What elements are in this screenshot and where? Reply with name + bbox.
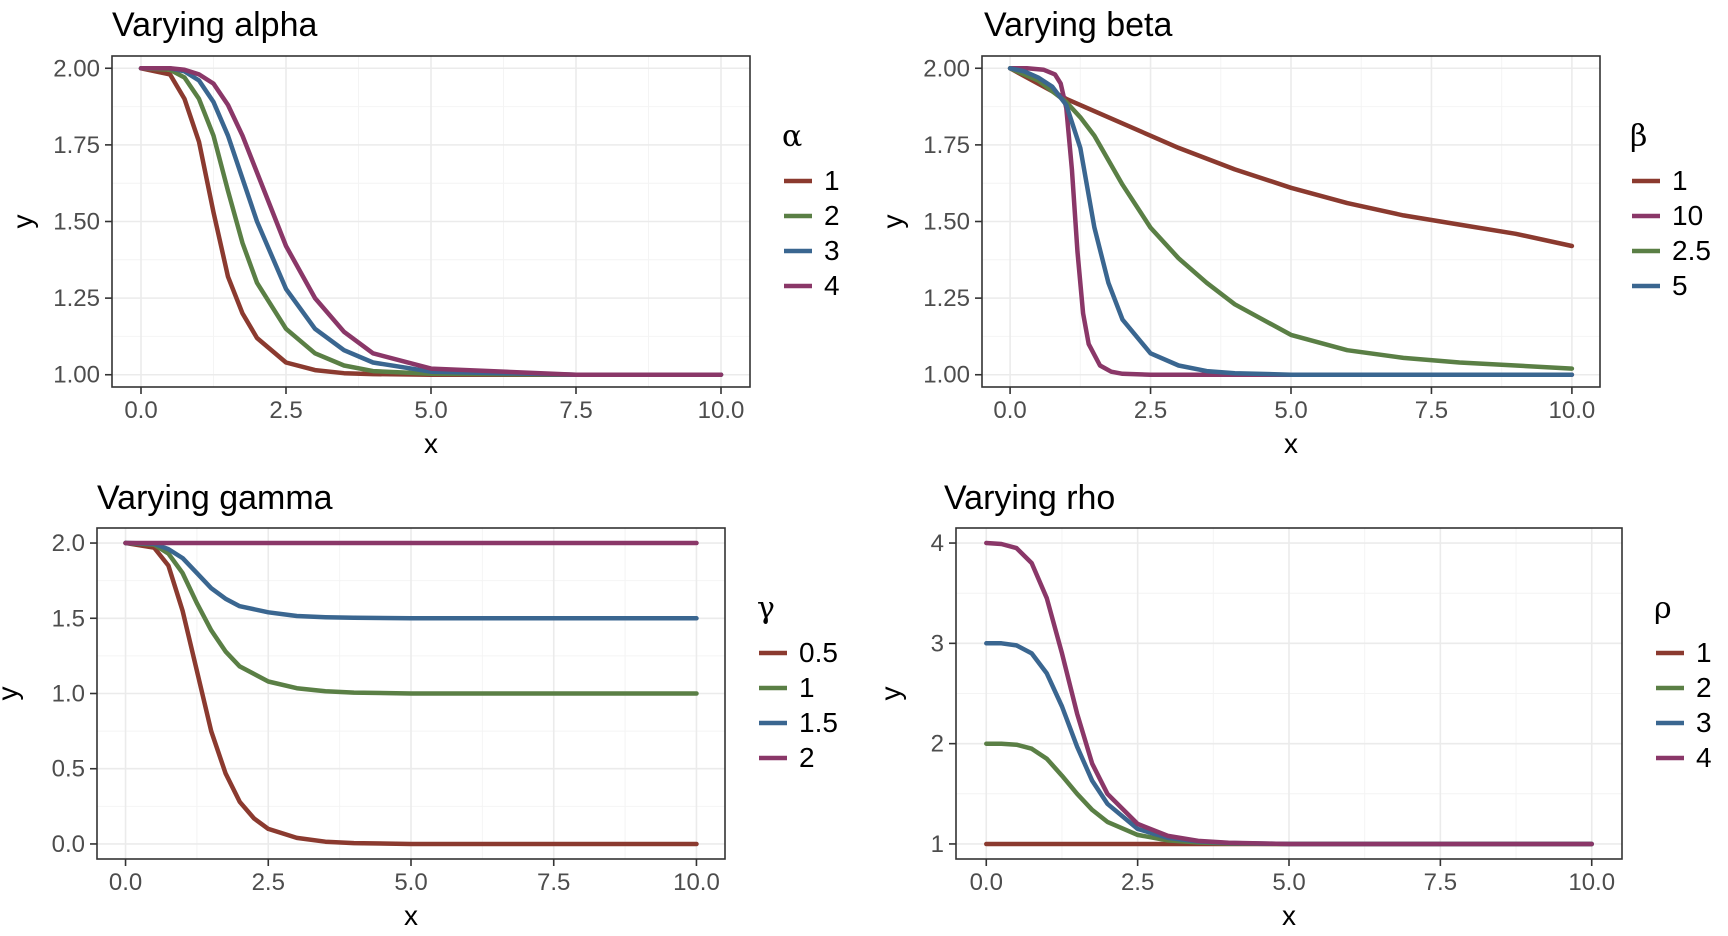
x-tick-label: 5.0 bbox=[1274, 397, 1307, 424]
x-tick-label: 10.0 bbox=[1549, 397, 1596, 424]
y-tick-label: 4 bbox=[931, 530, 944, 557]
x-tick-label: 5.0 bbox=[1272, 869, 1305, 896]
x-tick-label: 7.5 bbox=[1415, 397, 1448, 424]
legend-title: ρ bbox=[1654, 591, 1672, 626]
legend-label-3: 3 bbox=[1696, 707, 1712, 738]
x-tick-label: 5.0 bbox=[394, 869, 427, 896]
x-tick-label: 0.0 bbox=[124, 397, 157, 424]
x-tick-label: 7.5 bbox=[559, 397, 592, 424]
x-tick-label: 0.0 bbox=[109, 869, 142, 896]
series-line-2 bbox=[138, 66, 724, 377]
legend-label-1: 1 bbox=[1696, 637, 1712, 668]
chart-panel-0: 0.0 2.5 5.0 7.5 10.0 1.00 1.25 1.50 1.75 2.00 x y Va… bbox=[7, 6, 840, 459]
y-tick-label: 1.5 bbox=[52, 605, 85, 632]
legend: γ 0.5 1 1.5 2 bbox=[757, 591, 838, 773]
chart-title: Varying rho bbox=[944, 479, 1115, 517]
series-line-5 bbox=[1007, 66, 1575, 377]
x-axis-title: x bbox=[1282, 900, 1296, 931]
chart-title: Varying alpha bbox=[112, 6, 317, 44]
chart-panel-2: 0.0 2.5 5.0 7.5 10.0 0.0 0.5 1.0 1.5 2.0 x y Varying… bbox=[0, 479, 838, 931]
series-line-2.5 bbox=[1007, 66, 1575, 371]
legend-label-2: 2 bbox=[1696, 672, 1712, 703]
y-tick-label: 1.00 bbox=[53, 362, 100, 389]
x-tick-label: 10.0 bbox=[698, 397, 745, 424]
x-tick-label: 7.5 bbox=[1424, 869, 1457, 896]
x-axis-title: x bbox=[1284, 428, 1298, 459]
x-tick-label: 2.5 bbox=[269, 397, 302, 424]
y-tick-label: 1.00 bbox=[923, 362, 970, 389]
legend-label-1: 1 bbox=[799, 672, 815, 703]
x-tick-label: 2.5 bbox=[1134, 397, 1167, 424]
chart-title: Varying gamma bbox=[97, 479, 333, 517]
y-tick-label: 0.0 bbox=[52, 831, 85, 858]
y-tick-label: 0.5 bbox=[52, 756, 85, 783]
legend-label-4: 4 bbox=[1696, 742, 1712, 773]
legend: ρ1 2 3 4 bbox=[1654, 591, 1712, 773]
y-tick-label: 1.0 bbox=[52, 681, 85, 708]
y-tick-label: 1.75 bbox=[53, 132, 100, 159]
legend-label-0.5: 0.5 bbox=[799, 637, 838, 668]
y-tick-label: 2 bbox=[931, 731, 944, 758]
legend-label-5: 5 bbox=[1672, 270, 1688, 301]
y-axis-title: y bbox=[0, 687, 23, 701]
legend-title: β bbox=[1630, 119, 1647, 154]
x-axis-title: x bbox=[424, 428, 438, 459]
legend: β1 10 2.5 5 bbox=[1630, 119, 1711, 301]
legend-label-3: 3 bbox=[824, 235, 840, 266]
y-tick-label: 2.00 bbox=[923, 55, 970, 82]
legend: α1 2 3 4 bbox=[782, 119, 840, 301]
x-tick-label: 5.0 bbox=[414, 397, 447, 424]
series-line-10 bbox=[1007, 66, 1575, 377]
legend-title: α bbox=[782, 119, 802, 154]
series-line-1 bbox=[1007, 66, 1575, 249]
y-tick-label: 1.75 bbox=[923, 132, 970, 159]
x-axis-title: x bbox=[404, 900, 418, 931]
y-tick-label: 2.0 bbox=[52, 530, 85, 557]
y-tick-label: 1.25 bbox=[53, 285, 100, 312]
y-tick-label: 3 bbox=[931, 630, 944, 657]
y-tick-label: 1.50 bbox=[923, 209, 970, 236]
chart-panel-1: 0.0 2.5 5.0 7.5 10.0 1.00 1.25 1.50 1.75 2.00 x y Va… bbox=[877, 6, 1711, 459]
series-line-1 bbox=[123, 540, 699, 696]
legend-title: γ bbox=[757, 591, 775, 626]
series-line-0.5 bbox=[123, 540, 699, 847]
legend-label-2: 2 bbox=[799, 742, 815, 773]
y-tick-label: 2.00 bbox=[53, 55, 100, 82]
y-tick-label: 1 bbox=[931, 831, 944, 858]
series-line-1.5 bbox=[123, 540, 699, 621]
x-tick-label: 2.5 bbox=[1121, 869, 1154, 896]
x-tick-label: 2.5 bbox=[252, 869, 285, 896]
x-tick-label: 10.0 bbox=[1568, 869, 1615, 896]
y-axis-title: y bbox=[875, 687, 906, 701]
legend-label-1: 1 bbox=[824, 165, 840, 196]
legend-label-1.5: 1.5 bbox=[799, 707, 838, 738]
y-axis-title: y bbox=[877, 215, 908, 229]
series-line-4 bbox=[138, 66, 724, 377]
x-tick-label: 0.0 bbox=[970, 869, 1003, 896]
x-tick-label: 10.0 bbox=[673, 869, 720, 896]
legend-label-2.5: 2.5 bbox=[1672, 235, 1711, 266]
legend-label-1: 1 bbox=[1672, 165, 1688, 196]
y-tick-label: 1.25 bbox=[923, 285, 970, 312]
legend-label-2: 2 bbox=[824, 200, 840, 231]
y-axis-title: y bbox=[7, 215, 38, 229]
legend-label-10: 10 bbox=[1672, 200, 1703, 231]
legend-label-4: 4 bbox=[824, 270, 840, 301]
series-line-4 bbox=[984, 540, 1594, 847]
x-tick-label: 7.5 bbox=[537, 869, 570, 896]
series-line-3 bbox=[138, 66, 724, 377]
y-tick-label: 1.50 bbox=[53, 209, 100, 236]
chart-title: Varying beta bbox=[984, 6, 1172, 44]
x-tick-label: 0.0 bbox=[993, 397, 1026, 424]
